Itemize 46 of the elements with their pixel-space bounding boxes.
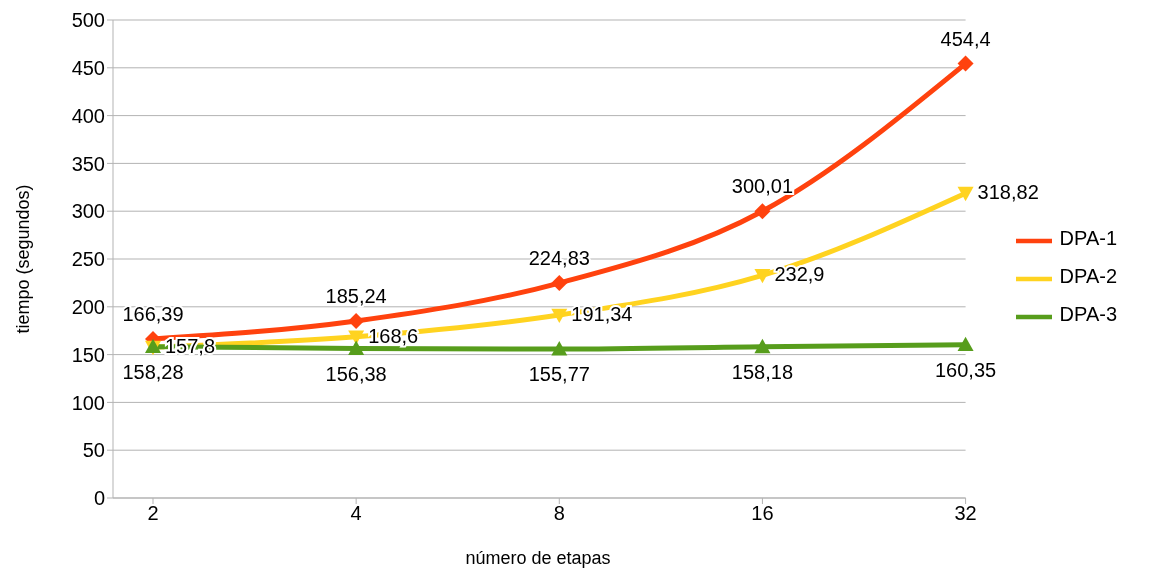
- point: [754, 268, 771, 284]
- y-tick-label: 0: [93, 487, 105, 510]
- data-label: 232,9: [774, 263, 825, 286]
- y-tick-label: 100: [71, 391, 105, 414]
- data-label: 300,01: [731, 175, 794, 198]
- point: [754, 338, 771, 354]
- point: [754, 203, 771, 220]
- point: [348, 330, 365, 345]
- y-tick-label: 50: [82, 439, 105, 462]
- point: [957, 336, 974, 352]
- x-tick-label: 4: [350, 502, 362, 525]
- data-label: 191,34: [571, 303, 633, 326]
- point: [957, 186, 974, 202]
- x-axis-title: número de etapas: [464, 548, 612, 569]
- data-label: 224,83: [528, 247, 590, 270]
- y-tick-label: 400: [71, 104, 105, 127]
- data-label: 166,39: [122, 302, 184, 325]
- point: [551, 308, 568, 324]
- y-tick-label: 450: [71, 56, 105, 79]
- legend-label: DPA-1: [1059, 227, 1117, 250]
- data-label: 160,35: [934, 358, 997, 381]
- point: [551, 341, 568, 356]
- point: [348, 312, 365, 329]
- data-label: 158,18: [731, 360, 794, 383]
- data-label: 185,24: [325, 284, 387, 307]
- y-tick-label: 300: [71, 200, 105, 223]
- point: [348, 340, 365, 355]
- x-tick-label: 32: [954, 502, 977, 525]
- data-label: 454,4: [940, 27, 991, 50]
- data-label: 158,28: [122, 360, 184, 383]
- y-tick-label: 500: [71, 9, 105, 32]
- y-tick-label: 250: [71, 248, 105, 271]
- x-tick-label: 8: [553, 502, 565, 525]
- point: [957, 55, 974, 72]
- data-label: 156,38: [325, 362, 387, 385]
- x-tick-label: 2: [147, 502, 159, 525]
- y-tick-label: 200: [71, 295, 105, 318]
- y-tick-label: 350: [71, 152, 105, 175]
- data-label: 155,77: [528, 363, 590, 386]
- legend-label: DPA-3: [1059, 302, 1117, 325]
- y-tick-label: 150: [71, 343, 105, 366]
- point: [551, 275, 568, 292]
- data-label: 318,82: [977, 181, 1039, 204]
- x-tick-label: 16: [751, 502, 774, 525]
- y-axis-title: tiempo (segundos): [13, 184, 34, 334]
- legend-label: DPA-2: [1059, 265, 1117, 288]
